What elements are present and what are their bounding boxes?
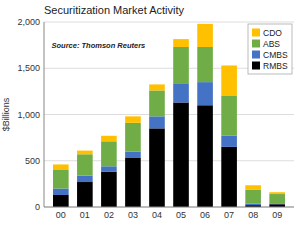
y-tick-label: 0	[35, 202, 40, 212]
y-axis-label: $Billions	[1, 97, 11, 131]
bar-segment	[197, 24, 213, 47]
bar-segment	[125, 123, 141, 152]
bar-segment	[173, 39, 189, 47]
bar-segment	[77, 182, 93, 207]
legend-swatch	[252, 29, 260, 37]
bar-segment	[77, 176, 93, 182]
y-axis	[44, 22, 45, 207]
bar-segment	[53, 170, 69, 189]
bar-segment	[269, 194, 285, 203]
x-tick-label: 00	[56, 210, 66, 220]
bar-segment	[125, 152, 141, 158]
x-tick-label: 05	[176, 210, 186, 220]
grid-line	[44, 22, 294, 23]
x-tick-label: 08	[248, 210, 258, 220]
y-tick-label: 1,500	[17, 63, 40, 73]
bar-segment	[125, 158, 141, 207]
legend: CDOABSCMBSRMBS	[248, 24, 292, 74]
bar-segment	[197, 82, 213, 105]
bar-segment	[53, 189, 69, 195]
bar-segment	[269, 192, 285, 194]
y-tick-label: 1,000	[17, 110, 40, 120]
bar-segment	[125, 116, 141, 122]
x-tick-label: 01	[80, 210, 90, 220]
bar-segment	[77, 151, 93, 155]
legend-label: RMBS	[263, 61, 288, 71]
bar-segment	[53, 164, 69, 170]
y-tick-label: 2,000	[17, 17, 40, 27]
bar-segment	[77, 154, 93, 175]
x-tick-label: 02	[104, 210, 114, 220]
bar-segment	[101, 141, 117, 166]
bar-segment	[149, 90, 165, 116]
legend-label: CMBS	[263, 50, 288, 60]
bar-segment	[221, 147, 237, 207]
bar-segment	[101, 172, 117, 207]
legend-swatch	[252, 62, 260, 70]
bar-segment	[197, 47, 213, 82]
bar-segment	[221, 96, 237, 136]
title: Securitization Market Activity	[44, 4, 184, 16]
x-tick-label: 04	[152, 210, 162, 220]
bar-segment	[101, 166, 117, 172]
bar-segment	[173, 84, 189, 103]
bar-segment	[53, 195, 69, 207]
annotation: Source: Thomson Reuters	[52, 41, 146, 50]
bar-segment	[173, 102, 189, 207]
y-tick-label: 500	[25, 156, 40, 166]
x-tick-label: 03	[128, 210, 138, 220]
chart: 0 500 1,000 1,500 2,000 00 01 02 03 04 05 06 07 08 09 $…	[0, 0, 300, 225]
legend-label: ABS	[263, 39, 280, 49]
grid-line	[44, 114, 294, 115]
bar-segment	[173, 47, 189, 84]
bar-segment	[149, 84, 165, 90]
legend-box	[248, 24, 292, 74]
bar-segment	[101, 136, 117, 142]
x-tick-label: 07	[224, 210, 234, 220]
bar-segment	[149, 116, 165, 128]
grid-line	[44, 207, 294, 208]
legend-swatch	[252, 51, 260, 59]
legend-swatch	[252, 40, 260, 48]
bar-segment	[221, 65, 237, 96]
bar-segment	[149, 128, 165, 207]
x-tick-label: 06	[200, 210, 210, 220]
bar-segment	[245, 185, 261, 190]
bar-segment	[245, 204, 261, 205]
bar-segment	[197, 105, 213, 207]
x-tick-label: 09	[272, 210, 282, 220]
bar-segment	[245, 190, 261, 204]
bar-segment	[221, 136, 237, 147]
x-axis	[44, 207, 294, 208]
legend-label: CDO	[263, 28, 282, 38]
